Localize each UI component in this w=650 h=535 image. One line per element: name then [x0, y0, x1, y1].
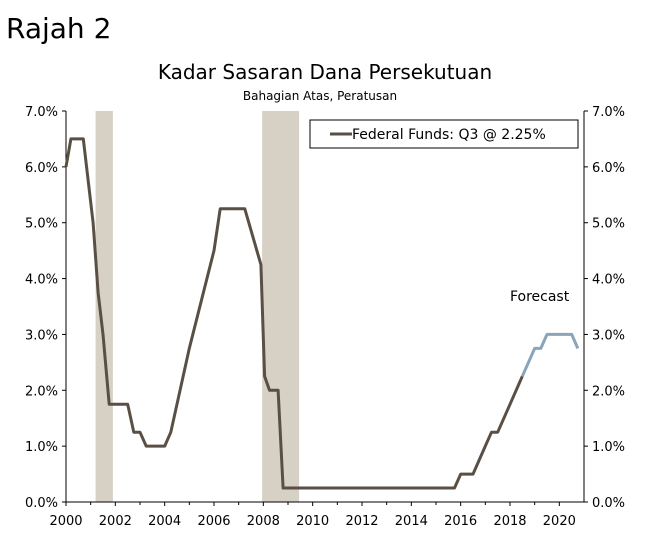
y-tick-right-label: 5.0%: [592, 217, 625, 232]
y-tick-left-label: 6.0%: [25, 161, 58, 176]
y-tick-left-label: 0.0%: [25, 496, 58, 511]
x-tick-label: 2012: [345, 514, 378, 529]
x-tick-label: 2014: [395, 514, 428, 529]
y-tick-right-label: 7.0%: [592, 105, 625, 120]
x-tick-label: 2020: [543, 514, 576, 529]
recession-band-0: [95, 111, 113, 502]
figure-label: Rajah 2: [6, 12, 112, 45]
axes: 0.0% 0.0% 1.0% 1.0% 2.0% 2.0% 3.0% 3.0% 4.0% 4.0%…: [25, 105, 625, 529]
x-tick-label: 2006: [197, 514, 230, 529]
x-tick-label: 2010: [296, 514, 329, 529]
x-tick-label: 2018: [493, 514, 526, 529]
y-tick-right-label: 3.0%: [592, 328, 625, 343]
x-tick-label: 2004: [148, 514, 181, 529]
legend-box: [309, 119, 579, 149]
legend: Federal Funds: Q3 @ 2.25%: [309, 119, 579, 149]
y-tick-left-label: 5.0%: [25, 217, 58, 232]
x-tick-label: 2008: [247, 514, 280, 529]
y-tick-left-label: 7.0%: [25, 105, 58, 120]
y-tick-right-label: 6.0%: [592, 161, 625, 176]
recession-bands: [95, 111, 300, 502]
x-tick-label: 2016: [444, 514, 477, 529]
y-tick-left-label: 3.0%: [25, 328, 58, 343]
chart-subtitle: Bahagian Atas, Peratusan: [242, 89, 398, 103]
chart-title: Kadar Sasaran Dana Persekutuan: [157, 60, 493, 84]
federal-funds-line: [64, 137, 524, 490]
x-tick-label: 2002: [99, 514, 132, 529]
y-tick-left-label: 1.0%: [25, 440, 58, 455]
legend-label: Federal Funds: Q3 @ 2.25%: [352, 127, 546, 143]
y-tick-right-label: 4.0%: [592, 273, 625, 288]
y-tick-right-label: 2.0%: [592, 384, 625, 399]
y-tick-right-label: 0.0%: [592, 496, 625, 511]
forecast-annotation: Forecast: [510, 289, 570, 305]
y-tick-left-label: 2.0%: [25, 384, 58, 399]
y-tick-right-label: 1.0%: [592, 440, 625, 455]
forecast-line: [520, 332, 580, 377]
series-lines: [64, 137, 580, 490]
x-tick-label: 2000: [49, 514, 82, 529]
y-tick-left-label: 4.0%: [25, 273, 58, 288]
